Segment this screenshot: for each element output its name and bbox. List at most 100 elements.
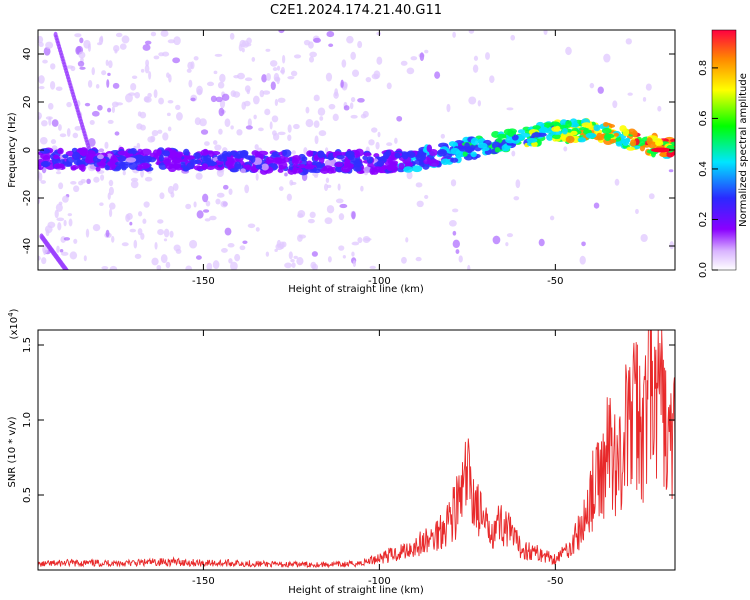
heatmap-ridge-cell	[107, 161, 113, 166]
heatmap-speckle	[161, 51, 170, 57]
heatmap-speckle	[458, 255, 463, 263]
heatmap-speckle	[265, 48, 271, 52]
heatmap-speckle	[452, 31, 456, 38]
heatmap-speckle	[219, 73, 226, 83]
heatmap-speckle	[173, 36, 181, 46]
heatmap-speckle	[162, 132, 169, 141]
heatmap-speckle	[95, 84, 100, 89]
heatmap-speckle	[467, 264, 471, 270]
heatmap-speckle	[167, 126, 172, 132]
heatmap-speckle	[337, 183, 341, 191]
heatmap-speckle	[416, 200, 424, 208]
heatmap-speckle	[351, 211, 356, 220]
heatmap-speckle	[293, 255, 298, 259]
heatmap-ridge-cell	[156, 148, 162, 156]
heatmap-speckle	[326, 31, 335, 38]
heatmap-speckle	[188, 79, 193, 88]
heatmap-ridge-cell	[53, 163, 64, 169]
heatmap-speckle	[276, 65, 281, 71]
heatmap-speckle	[284, 172, 288, 177]
heatmap-speckle	[128, 92, 136, 96]
heatmap-speckle	[47, 102, 54, 110]
heatmap-ridge-cell	[73, 157, 82, 166]
heatmap-speckle	[143, 201, 150, 208]
heatmap-speckle	[244, 77, 253, 82]
heatmap-speckle	[477, 100, 482, 107]
heatmap-speckle	[406, 171, 413, 180]
heatmap-speckle	[228, 258, 233, 264]
heatmap-speckle	[204, 141, 210, 146]
heatmap-speckle	[401, 256, 407, 264]
heatmap-speckle	[230, 125, 234, 130]
heatmap-speckle	[287, 134, 292, 141]
colorbar-ticks: 0.0 0.2 0.4 0.6 0.8	[698, 60, 718, 278]
heatmap-speckle	[328, 43, 334, 48]
heatmap-speckle	[62, 195, 69, 203]
snr-ylabel: SNR (10 * v/v)	[7, 416, 18, 487]
heatmap-speckle	[386, 142, 393, 147]
heatmap-ridge-cell	[519, 132, 530, 138]
heatmap-speckle	[56, 217, 65, 222]
snr-exponent-label: (x104)	[7, 308, 20, 339]
heatmap-speckle	[107, 107, 112, 113]
heatmap-speckle	[122, 170, 126, 176]
heatmap-speckle	[597, 86, 604, 94]
heatmap-speckle	[334, 88, 339, 97]
heatmap-speckle	[255, 227, 260, 232]
heatmap-speckle	[255, 173, 259, 181]
heatmap-speckle	[217, 81, 225, 89]
heatmap-speckle	[309, 51, 318, 58]
heatmap-speckle	[351, 251, 355, 257]
heatmap-speckle	[424, 49, 429, 54]
heatmap-speckle	[68, 218, 73, 227]
heatmap-speckle	[452, 230, 457, 236]
heatmap-speckle	[195, 255, 202, 260]
heatmap-speckle	[109, 265, 118, 270]
heatmap-speckle	[236, 129, 243, 136]
heatmap-speckle	[73, 238, 78, 244]
heatmap-speckle	[187, 61, 193, 70]
spectrogram-ticks: -150 -100 -50 -40 -20 0 20 40	[22, 30, 675, 287]
heatmap-ridge-cell	[596, 132, 603, 140]
heatmap-speckle	[455, 249, 460, 255]
heatmap-speckle	[593, 202, 600, 209]
heatmap-speckle	[335, 198, 344, 204]
heatmap-speckle	[627, 92, 633, 96]
heatmap-speckle	[400, 60, 408, 66]
heatmap-speckle	[160, 254, 168, 264]
heatmap-speckle	[173, 244, 181, 252]
heatmap-speckle	[77, 60, 85, 67]
heatmap-ridge-cell	[494, 146, 501, 153]
heatmap-speckle	[290, 258, 295, 263]
heatmap-speckle	[72, 132, 79, 139]
heatmap-ridge-cell	[581, 122, 592, 128]
heatmap-speckle	[202, 193, 209, 203]
heatmap-ridge-cell	[271, 151, 280, 158]
heatmap-streak	[67, 271, 71, 277]
heatmap-speckle	[343, 105, 350, 111]
heatmap-speckle	[38, 255, 41, 261]
heatmap-speckle	[55, 203, 63, 212]
heatmap-speckle	[669, 241, 674, 250]
heatmap-ridge-cell	[70, 166, 77, 171]
heatmap-speckle	[108, 186, 114, 196]
heatmap-speckle	[193, 56, 199, 61]
heatmap-speckle	[313, 120, 320, 128]
heatmap-ridge-cell	[334, 162, 343, 168]
heatmap-speckle	[159, 192, 165, 200]
heatmap-speckle	[130, 177, 139, 182]
heatmap-ridge-cell	[422, 162, 430, 170]
heatmap-speckle	[340, 79, 344, 88]
spectrogram-panel: -150 -100 -50 -40 -20 0 20 40 Height of straigh…	[7, 29, 676, 295]
heatmap-ridge-cell	[450, 157, 459, 163]
heatmap-speckle	[351, 241, 360, 246]
heatmap-speckle	[99, 202, 104, 207]
heatmap-speckle	[219, 99, 226, 109]
heatmap-ridge-cell	[185, 155, 195, 160]
heatmap-ridge-cell	[626, 146, 636, 151]
heatmap-ridge-cell	[245, 164, 251, 171]
heatmap-speckle	[92, 223, 101, 232]
heatmap-speckle	[270, 81, 276, 90]
heatmap-speckle	[204, 218, 211, 222]
heatmap-speckle	[258, 127, 264, 132]
